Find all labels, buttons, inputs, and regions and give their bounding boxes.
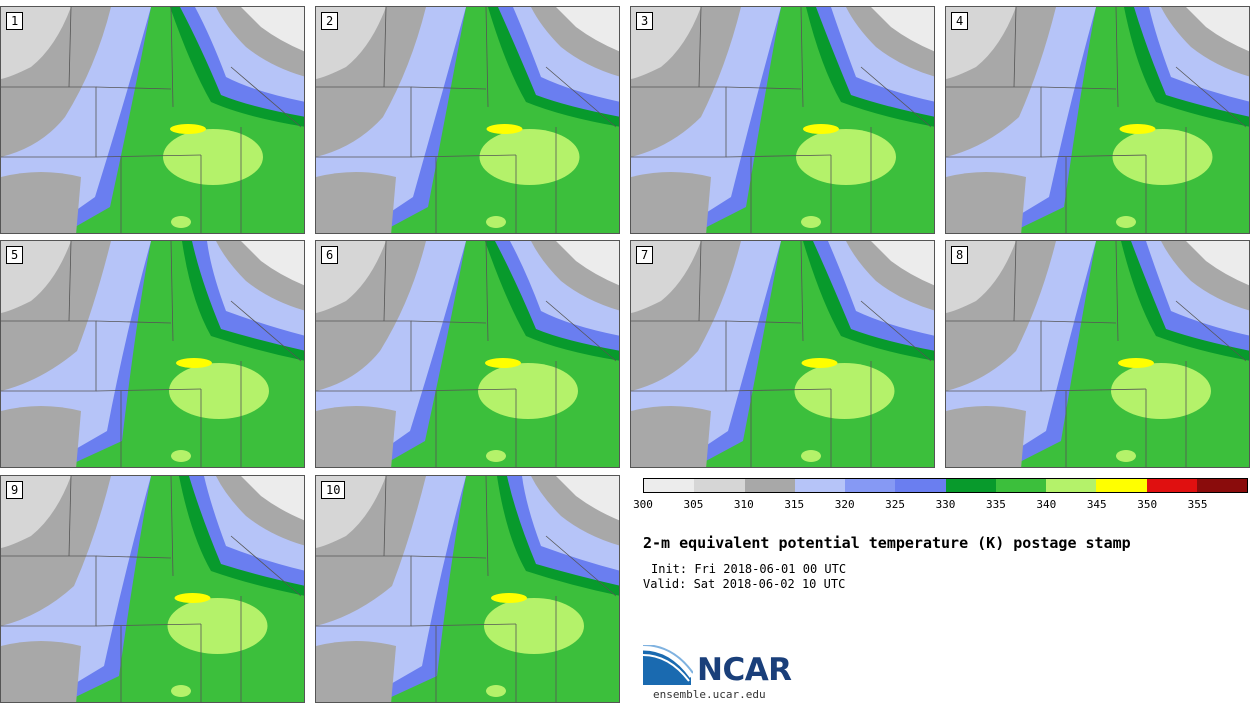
colorbar-swatch bbox=[995, 479, 1046, 492]
ncar-logo-text: NCAR bbox=[697, 652, 792, 688]
colorbar-swatch bbox=[1196, 479, 1247, 492]
member-panel-2: 2 bbox=[315, 6, 620, 234]
member-label: 3 bbox=[636, 12, 654, 30]
member-panel-10: 10 bbox=[315, 475, 620, 703]
theta-e-map bbox=[631, 7, 934, 233]
colorbar-swatch bbox=[1046, 479, 1097, 492]
member-label: 6 bbox=[321, 246, 339, 264]
colorbar bbox=[643, 478, 1248, 493]
theta-e-map bbox=[1, 7, 304, 233]
member-panel-8: 8 bbox=[945, 240, 1250, 468]
member-label: 8 bbox=[951, 246, 969, 264]
member-label: 9 bbox=[6, 481, 24, 499]
theta-e-map bbox=[316, 241, 619, 467]
member-label: 2 bbox=[321, 12, 339, 30]
init-time: Init: Fri 2018-06-01 00 UTC bbox=[651, 562, 847, 576]
theta-e-map bbox=[631, 241, 934, 467]
colorbar-tick-label: 355 bbox=[1187, 498, 1208, 511]
valid-time: Valid: Sat 2018-06-02 10 UTC bbox=[643, 577, 846, 591]
colorbar-swatch bbox=[945, 479, 996, 492]
colorbar-tick-label: 350 bbox=[1137, 498, 1158, 511]
member-panel-7: 7 bbox=[630, 240, 935, 468]
member-label: 1 bbox=[6, 12, 24, 30]
chart-title: 2-m equivalent potential temperature (K)… bbox=[643, 534, 1131, 552]
colorbar-tick-label: 320 bbox=[834, 498, 855, 511]
colorbar-tick-label: 325 bbox=[885, 498, 906, 511]
colorbar-tick-label: 345 bbox=[1086, 498, 1107, 511]
ncar-logo-icon bbox=[643, 645, 693, 685]
member-label: 10 bbox=[321, 481, 346, 499]
member-panel-4: 4 bbox=[945, 6, 1250, 234]
theta-e-map bbox=[946, 241, 1249, 467]
theta-e-map bbox=[316, 476, 619, 702]
member-label: 4 bbox=[951, 12, 969, 30]
colorbar-tick-label: 310 bbox=[733, 498, 754, 511]
colorbar-tick-label: 315 bbox=[784, 498, 805, 511]
member-panel-9: 9 bbox=[0, 475, 305, 703]
theta-e-map bbox=[1, 241, 304, 467]
member-panel-1: 1 bbox=[0, 6, 305, 234]
colorbar-swatch bbox=[694, 479, 745, 492]
member-panel-5: 5 bbox=[0, 240, 305, 468]
colorbar-swatch bbox=[1096, 479, 1147, 492]
colorbar-tick-label: 300 bbox=[633, 498, 653, 511]
colorbar-tick-label: 335 bbox=[985, 498, 1006, 511]
colorbar-tick-label: 340 bbox=[1036, 498, 1057, 511]
colorbar-swatch bbox=[1146, 479, 1197, 492]
colorbar-swatch bbox=[644, 479, 695, 492]
member-label: 5 bbox=[6, 246, 24, 264]
theta-e-map bbox=[1, 476, 304, 702]
colorbar-ticks: 300 305 310 315 320 325 330 335 340 345 350 355 bbox=[633, 498, 1248, 514]
member-panel-6: 6 bbox=[315, 240, 620, 468]
colorbar-tick-label: 330 bbox=[935, 498, 956, 511]
colorbar-swatch bbox=[794, 479, 845, 492]
theta-e-map bbox=[946, 7, 1249, 233]
site-url: ensemble.ucar.edu bbox=[653, 688, 766, 701]
colorbar-tick-label: 305 bbox=[683, 498, 704, 511]
theta-e-map bbox=[316, 7, 619, 233]
member-label: 7 bbox=[636, 246, 654, 264]
colorbar-swatch bbox=[744, 479, 795, 492]
member-panel-3: 3 bbox=[630, 6, 935, 234]
colorbar-swatch bbox=[895, 479, 946, 492]
colorbar-swatch bbox=[845, 479, 896, 492]
